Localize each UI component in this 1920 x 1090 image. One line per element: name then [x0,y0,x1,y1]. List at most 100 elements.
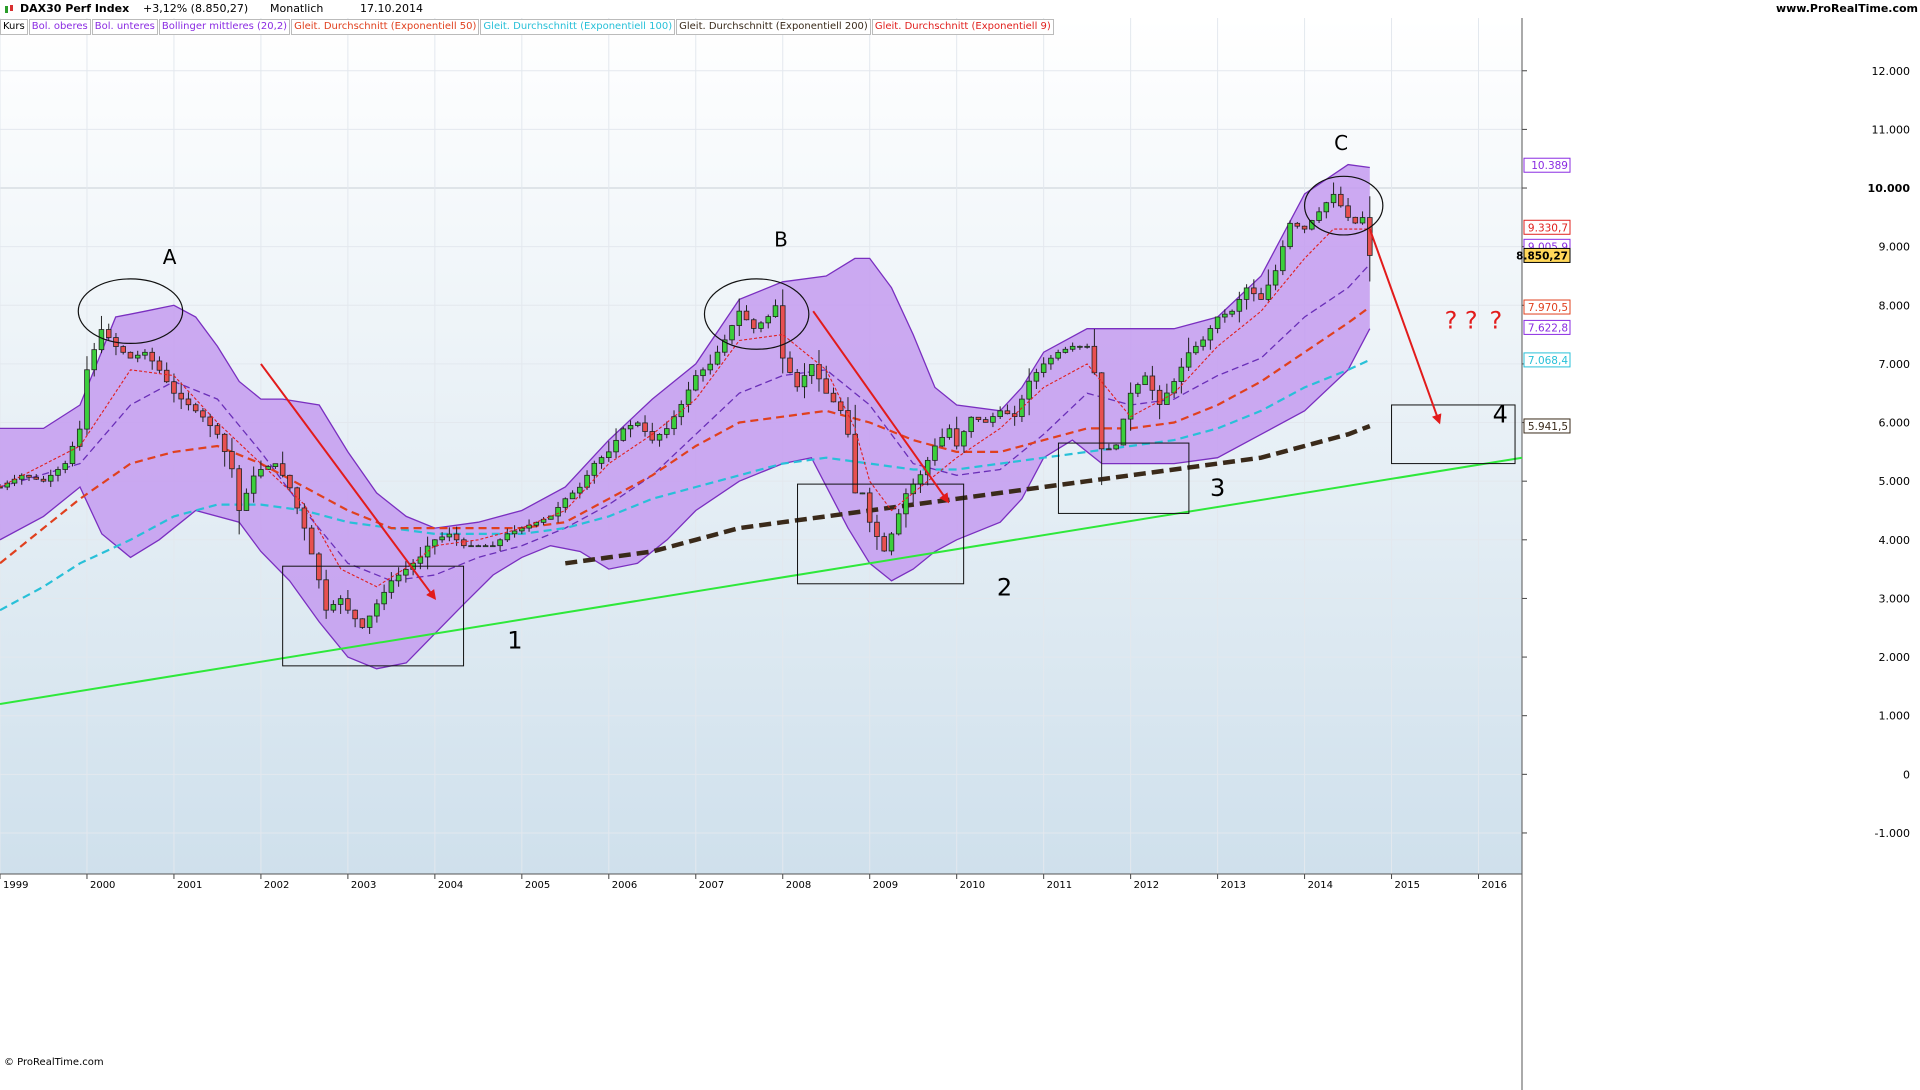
candle-body [26,474,32,478]
chart-type-icon [5,5,13,13]
period-label: Monatlich [270,2,324,15]
candle-body [374,603,380,617]
annotation-label: A [163,245,177,269]
candle-body [134,354,141,359]
candle-body [968,416,974,433]
candle-body [881,536,887,552]
candle-body [830,392,837,403]
y-tick-label: 8.000 [1879,299,1911,312]
candle-body [1149,375,1156,391]
candle-body [903,493,909,515]
x-tick-label: 2013 [1221,880,1246,891]
candle-body [1287,222,1293,248]
legend-ema200[interactable]: Gleit. Durchschnitt (Exponentiell 200) [676,19,871,35]
candle-body [866,492,873,523]
legend-ema9[interactable]: Gleit. Durchschnitt (Exponentiell 9) [871,19,1054,35]
candle-body [606,451,612,459]
candle-body [1156,389,1163,405]
candle-body [1301,225,1308,230]
candle-body [1171,381,1177,394]
trend-support-line [0,456,1523,705]
annotation-ellipse [1303,175,1384,236]
legend-kurs[interactable]: Kurs [0,19,28,35]
annotation-label: 4 [1493,401,1508,429]
legend-ema100[interactable]: Gleit. Durchschnitt (Exponentiell 100) [480,19,676,35]
candle-body [1142,375,1148,386]
candle-body [1091,345,1098,374]
candle-body [714,351,721,365]
candle-body [120,346,126,353]
x-tick-label: 2015 [1395,880,1420,891]
x-tick-label: 2014 [1308,880,1333,891]
candle-body [1077,345,1083,348]
copyright: © ProRealTime.com [4,1057,104,1068]
candle-body [1280,246,1286,272]
candle-body [852,433,858,494]
candle-body [461,539,467,547]
indicator-legend: Kurs Bol. oberes Bol. unteres Bollinger mit… [0,19,1055,35]
candle-body [635,422,641,426]
candle-body [127,351,134,359]
candle-body [671,416,677,430]
annotation-label: B [774,228,788,252]
candle-body [700,369,706,377]
candle-body [1193,345,1199,354]
site-link[interactable]: www.ProRealTime.com [1775,2,1918,15]
price-label: 5.941,5 [1528,421,1568,433]
candle-body [1098,372,1105,450]
candle-body [685,389,692,405]
candle-body [171,381,177,394]
candle-body [345,598,351,611]
price-change: +3,12% (8.850,27) [143,2,249,15]
x-tick-label: 2000 [90,880,115,891]
candle-body [439,536,445,541]
candle-body [837,401,844,411]
x-tick-label: 2004 [438,880,463,891]
candle-body [1106,448,1112,451]
candle-body [953,428,960,447]
candle-body [736,310,743,326]
candle-body [272,463,279,467]
candle-body [1272,270,1279,286]
legend-bol-lower[interactable]: Bol. unteres [91,19,158,35]
candle-body [76,428,83,447]
candle-body [1294,222,1301,227]
candle-body [156,360,163,371]
candle-body [1200,339,1206,347]
candle-body [55,469,61,476]
price-labels: 10.3899.330,79.005,98.850,277.970,57.622… [1516,157,1571,434]
candle-body [1120,418,1127,446]
candle-body [316,553,322,581]
price-label-box [1523,352,1571,368]
candle-body [149,351,155,362]
x-tick-label: 2009 [873,880,898,891]
candle-body [1229,310,1235,315]
candle-body [678,403,685,418]
legend-ema50[interactable]: Gleit. Durchschnitt (Exponentiell 50) [291,19,480,35]
price-axis-background [1522,18,1920,1090]
candle-body [917,474,924,485]
candle-body [577,486,583,494]
candle-body [1040,363,1047,373]
candle-body [62,463,68,470]
candle-body [403,568,409,576]
y-tick-label: 11.000 [1872,123,1911,136]
candle-body [1222,313,1228,318]
candle-body [961,431,967,447]
x-tick-label: 2010 [960,880,985,891]
candle-body [287,474,293,489]
candle-body [330,604,337,611]
candle-body [1127,392,1134,420]
candle-body [1004,410,1011,415]
candle-body [591,462,598,476]
legend-bol-middle[interactable]: Bollinger mittleres (20,2) [158,19,291,35]
candle-body [366,615,373,628]
legend-bol-upper[interactable]: Bol. oberes [28,19,91,35]
instrument-title: DAX30 Perf Index [20,2,130,15]
candle-body [424,545,431,558]
candle-body [816,364,822,380]
candle-body [794,372,800,388]
candle-body [765,316,772,324]
